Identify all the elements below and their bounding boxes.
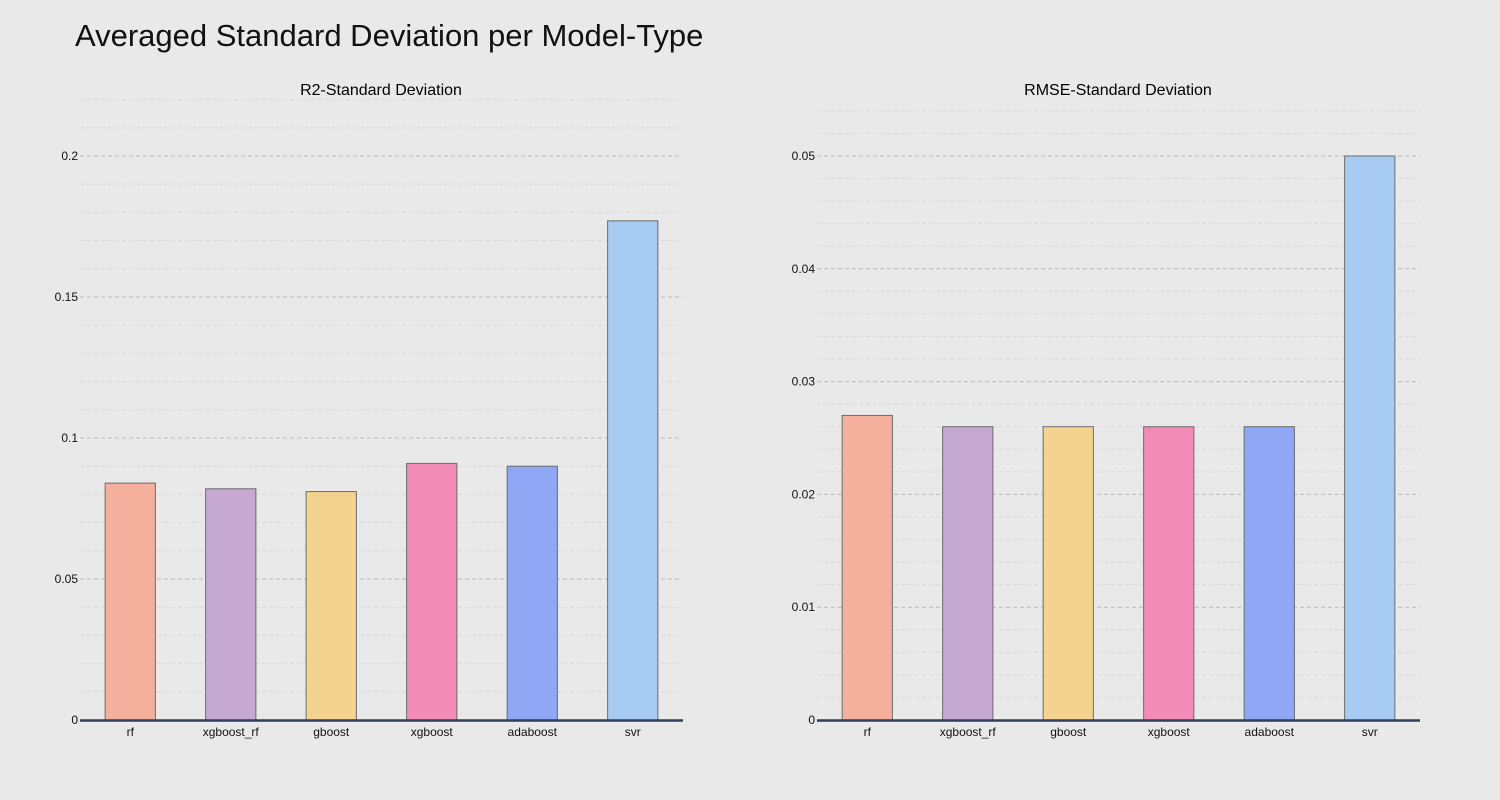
rmse-y-tick-label: 0.03 [792,375,816,389]
r2-y-tick-label: 0.2 [61,149,78,163]
rmse-subplot-title: RMSE-Standard Deviation [1024,82,1212,99]
rmse-x-tick-label: gboost [1050,725,1087,739]
r2-y-tick-label: 0.05 [55,572,79,586]
rmse-y-tick-label: 0.05 [792,149,816,163]
rmse-y-tick-label: 0.02 [792,487,816,501]
rmse-chart: RMSE-Standard Deviation 0 0.01 0.02 0.03 0.04… [792,82,1420,739]
r2-y-tick-label: 0 [71,713,78,727]
r2-bar-xgboost[interactable] [406,462,458,721]
r2-x-tick-label: xgboost_rf [203,725,260,739]
rmse-bar-xgboost_rf[interactable] [942,426,994,721]
rmse-x-tick-label: adaboost [1245,725,1295,739]
rmse-x-tick-label: svr [1362,725,1378,739]
rmse-bar-xgboost[interactable] [1143,426,1195,721]
r2-bar-rf[interactable] [104,482,156,721]
r2-y-tick-label: 0.1 [61,431,78,445]
rmse-y-tick-label: 0.04 [792,262,816,276]
r2-x-tick-label: svr [625,725,641,739]
r2-bar-adaboost[interactable] [506,465,558,721]
rmse-x-tick-label: xgboost [1148,725,1191,739]
rmse-y-tick-label: 0.01 [792,600,816,614]
r2-y-tick-label: 0.15 [55,290,79,304]
rmse-x-tick-label: xgboost_rf [940,725,997,739]
r2-bar-svr[interactable] [607,220,659,721]
rmse-bar-svr[interactable] [1344,155,1396,721]
rmse-bar-rf[interactable] [841,414,893,721]
rmse-y-tick-label: 0 [808,713,815,727]
rmse-bar-gboost[interactable] [1042,426,1094,721]
r2-x-tick-label: rf [127,725,135,739]
r2-bar-xgboost_rf[interactable] [205,488,257,721]
r2-x-tick-label: adaboost [508,725,558,739]
r2-bar-gboost[interactable] [305,491,357,721]
r2-x-tick-label: xgboost [411,725,454,739]
rmse-x-tick-label: rf [864,725,872,739]
rmse-bar-adaboost[interactable] [1243,426,1295,721]
page-title: Averaged Standard Deviation per Model-Ty… [75,18,704,53]
r2-x-tick-label: gboost [313,725,350,739]
r2-subplot-title: R2-Standard Deviation [300,82,462,99]
r2-chart: R2-Standard Deviation 0 0.05 0.1 0.15 0.2 rf xg… [55,82,683,739]
